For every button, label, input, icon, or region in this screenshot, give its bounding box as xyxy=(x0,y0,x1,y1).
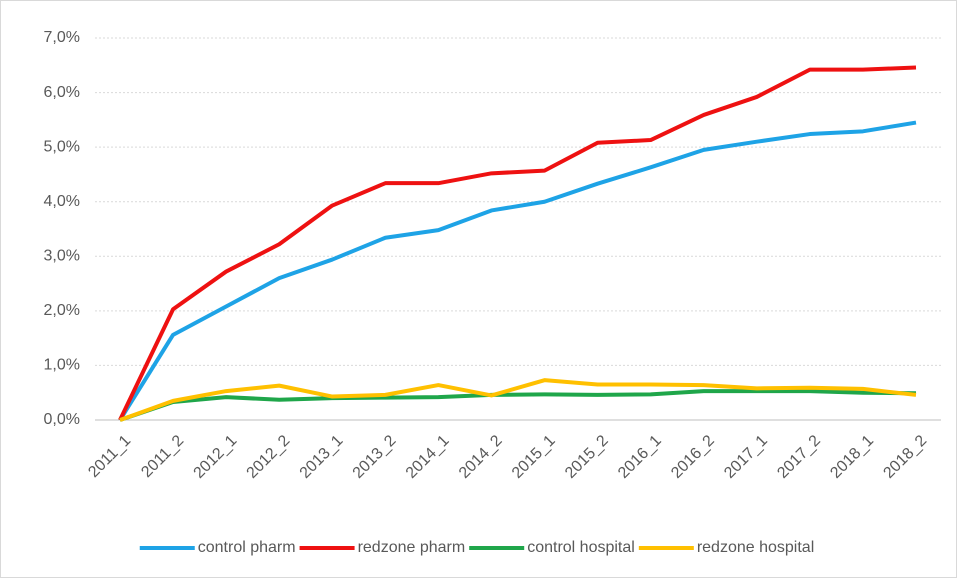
legend-label: control pharm xyxy=(198,539,296,556)
y-tick-label: 0,0% xyxy=(44,411,80,428)
legend-label: control hospital xyxy=(527,539,635,556)
y-tick-label: 1,0% xyxy=(44,357,80,374)
legend-label: redzone pharm xyxy=(358,539,466,556)
y-tick-label: 3,0% xyxy=(44,248,80,265)
y-tick-label: 4,0% xyxy=(44,193,80,210)
series-line xyxy=(119,378,917,422)
series-line xyxy=(119,389,917,422)
y-tick-label: 7,0% xyxy=(44,29,80,46)
y-tick-label: 6,0% xyxy=(44,84,80,101)
y-tick-label: 2,0% xyxy=(44,302,80,319)
y-tick-label: 5,0% xyxy=(44,138,80,155)
series-line xyxy=(118,65,917,421)
legend-label: redzone hospital xyxy=(697,539,814,556)
series-line xyxy=(118,120,917,422)
